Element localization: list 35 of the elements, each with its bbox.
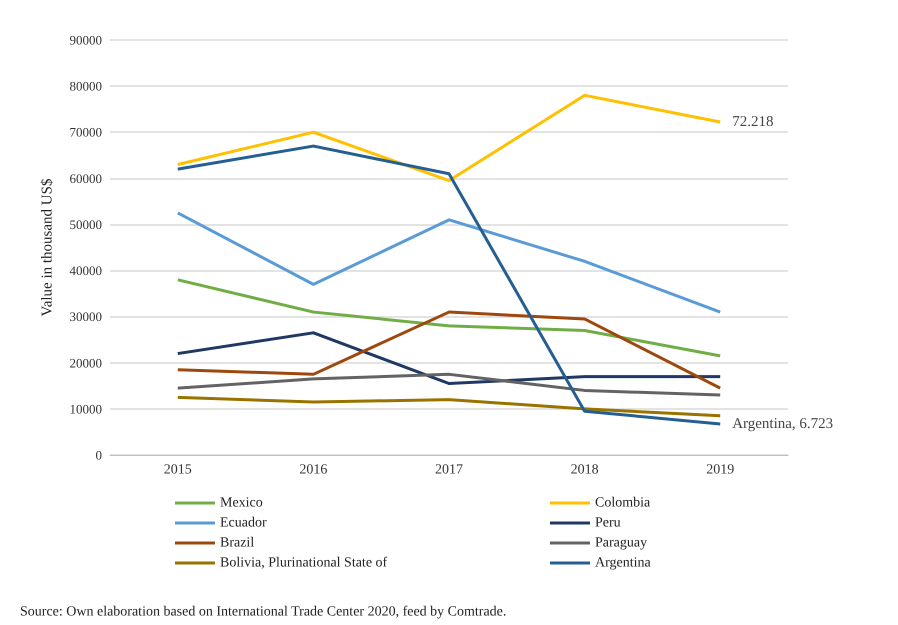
line-series xyxy=(176,211,722,314)
x-tick-label: 2019 xyxy=(706,462,734,478)
legend-label: Brazil xyxy=(220,536,254,550)
y-tick-label: 80000 xyxy=(70,78,102,94)
legend-label: Bolivia, Plurinational State of xyxy=(220,556,388,570)
line-series xyxy=(176,278,722,358)
source-note: Source: Own elaboration based on International Trade Center 2020, feed by Comtrade. xyxy=(20,604,506,620)
y-tick-label: 10000 xyxy=(70,401,102,416)
line-series xyxy=(176,396,722,418)
annotation: Argentina, 6.723 xyxy=(732,416,834,432)
line-series xyxy=(176,94,722,182)
legend-label: Ecuador xyxy=(220,516,267,530)
y-tick-label: 70000 xyxy=(70,124,102,140)
legend-label: Peru xyxy=(595,516,621,530)
line-series xyxy=(176,372,722,397)
line-series xyxy=(176,331,722,386)
annotation: 72.218 xyxy=(732,114,774,130)
x-tick-label: 2016 xyxy=(299,462,328,478)
y-tick-label: 90000 xyxy=(70,32,102,48)
x-tick-label: 2017 xyxy=(435,462,463,478)
y-tick-label: 40000 xyxy=(70,263,102,278)
x-tick-label: 2018 xyxy=(570,462,599,478)
legend-label: Mexico xyxy=(220,496,263,510)
legend-label: Colombia xyxy=(595,496,652,510)
x-tick-label: 2015 xyxy=(164,462,192,478)
legend-label: Argentina xyxy=(595,556,652,570)
y-tick-label: 50000 xyxy=(70,216,102,232)
y-tick-label: 20000 xyxy=(70,355,102,370)
y-tick-label: 60000 xyxy=(70,170,102,186)
legend-label: Paraguay xyxy=(595,536,648,550)
y-tick-label: 0 xyxy=(96,448,102,462)
line-series xyxy=(176,310,722,390)
line-series xyxy=(176,144,722,426)
y-tick-label: 30000 xyxy=(70,309,102,324)
y-axis-title: Value in thousand US$ xyxy=(40,178,56,316)
